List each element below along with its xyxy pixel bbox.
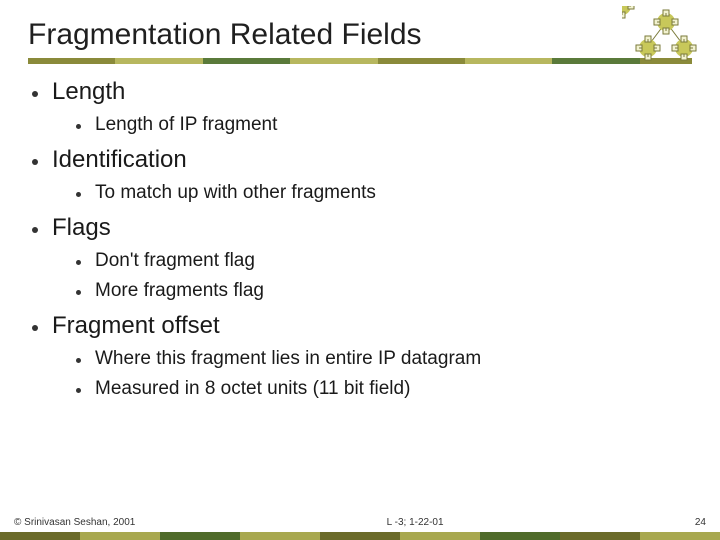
bullet-icon xyxy=(76,124,81,129)
subbullet-text: Measured in 8 octet units (11 bit field) xyxy=(95,378,410,400)
bullet-icon xyxy=(76,192,81,197)
bullet-length: Length xyxy=(32,78,692,106)
footer-page-number: 24 xyxy=(695,517,706,528)
bullet-icon xyxy=(76,388,81,393)
footer-color-bar xyxy=(0,532,720,540)
subbullet-offset-where: Where this fragment lies in entire IP da… xyxy=(76,348,692,370)
bullet-icon xyxy=(76,260,81,265)
corner-graphic-icon xyxy=(622,6,710,64)
subbullet-identification-desc: To match up with other fragments xyxy=(76,182,692,204)
subbullet-length-desc: Length of IP fragment xyxy=(76,114,692,136)
subbullet-text: To match up with other fragments xyxy=(95,182,376,204)
bullet-identification: Identification xyxy=(32,146,692,174)
title-underline xyxy=(28,58,692,64)
subbullet-offset-units: Measured in 8 octet units (11 bit field) xyxy=(76,378,692,400)
slide-title: Fragmentation Related Fields xyxy=(28,18,692,52)
bullet-icon xyxy=(32,325,38,331)
bullet-flags: Flags xyxy=(32,214,692,242)
subbullet-more-fragments: More fragments flag xyxy=(76,280,692,302)
footer-copyright: © Srinivasan Seshan, 2001 xyxy=(14,517,135,528)
bullet-text: Length xyxy=(52,78,125,106)
bullet-icon xyxy=(76,358,81,363)
slide: Fragmentation Related Fields Length Leng… xyxy=(0,0,720,540)
bullet-icon xyxy=(32,227,38,233)
subbullet-text: Don't fragment flag xyxy=(95,250,255,272)
bullet-text: Fragment offset xyxy=(52,312,220,340)
bullet-text: Identification xyxy=(52,146,187,174)
footer-center: L -3; 1-22-01 xyxy=(135,517,695,528)
bullet-icon xyxy=(32,159,38,165)
bullet-text: Flags xyxy=(52,214,111,242)
subbullet-dont-fragment: Don't fragment flag xyxy=(76,250,692,272)
slide-body: Length Length of IP fragment Identificat… xyxy=(28,78,692,400)
bullet-icon xyxy=(32,91,38,97)
subbullet-text: More fragments flag xyxy=(95,280,264,302)
subbullet-text: Length of IP fragment xyxy=(95,114,277,136)
bullet-fragment-offset: Fragment offset xyxy=(32,312,692,340)
slide-footer: © Srinivasan Seshan, 2001 L -3; 1-22-01 … xyxy=(0,517,720,540)
subbullet-text: Where this fragment lies in entire IP da… xyxy=(95,348,481,370)
bullet-icon xyxy=(76,290,81,295)
